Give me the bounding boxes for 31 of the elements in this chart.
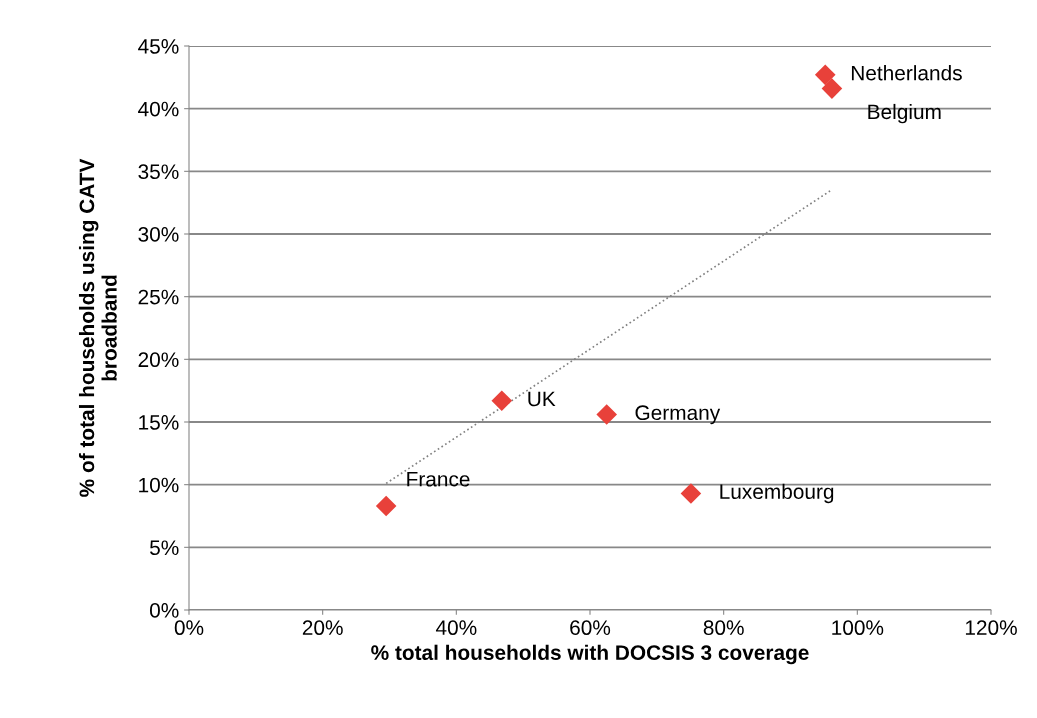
y-tick-label: 20% bbox=[138, 352, 179, 368]
x-tick-label: 80% bbox=[703, 620, 744, 636]
x-axis-title: % total households with DOCSIS 3 coverage bbox=[371, 644, 809, 665]
y-tick-label: 25% bbox=[138, 289, 179, 305]
y-tick-label: 15% bbox=[139, 415, 179, 430]
x-tick-label: 20% bbox=[302, 620, 343, 636]
x-tick-label: 60% bbox=[570, 620, 611, 636]
annotation: Belgium bbox=[868, 103, 941, 124]
x-tick-label: 40% bbox=[435, 620, 477, 636]
y-tick-label: 35% bbox=[138, 164, 179, 180]
y-tick-label: 5% bbox=[150, 540, 179, 556]
point bbox=[491, 390, 513, 411]
annotation: UK bbox=[528, 391, 556, 407]
y-tick-label: 40% bbox=[138, 101, 179, 117]
x-tick-label: 120% bbox=[965, 620, 1017, 636]
y-tick-label: 30% bbox=[138, 227, 179, 242]
point bbox=[596, 404, 618, 425]
point bbox=[821, 78, 843, 99]
point bbox=[375, 495, 397, 517]
y-tick-label: 0% bbox=[149, 603, 179, 618]
y-tick-label: 10% bbox=[139, 477, 179, 493]
point bbox=[814, 64, 836, 86]
annotation: France bbox=[407, 472, 470, 487]
x-tick-label: 100% bbox=[832, 620, 884, 636]
point bbox=[680, 483, 702, 504]
y-axis-title: % of total households using CATV broadband bbox=[78, 158, 117, 497]
x-tick-label: 0% bbox=[174, 620, 204, 636]
annotation: Luxembourg bbox=[720, 483, 834, 504]
y-tick-label: 45% bbox=[138, 39, 179, 54]
annotation: Netherlands bbox=[851, 65, 962, 81]
annotation: Germany bbox=[635, 405, 721, 425]
